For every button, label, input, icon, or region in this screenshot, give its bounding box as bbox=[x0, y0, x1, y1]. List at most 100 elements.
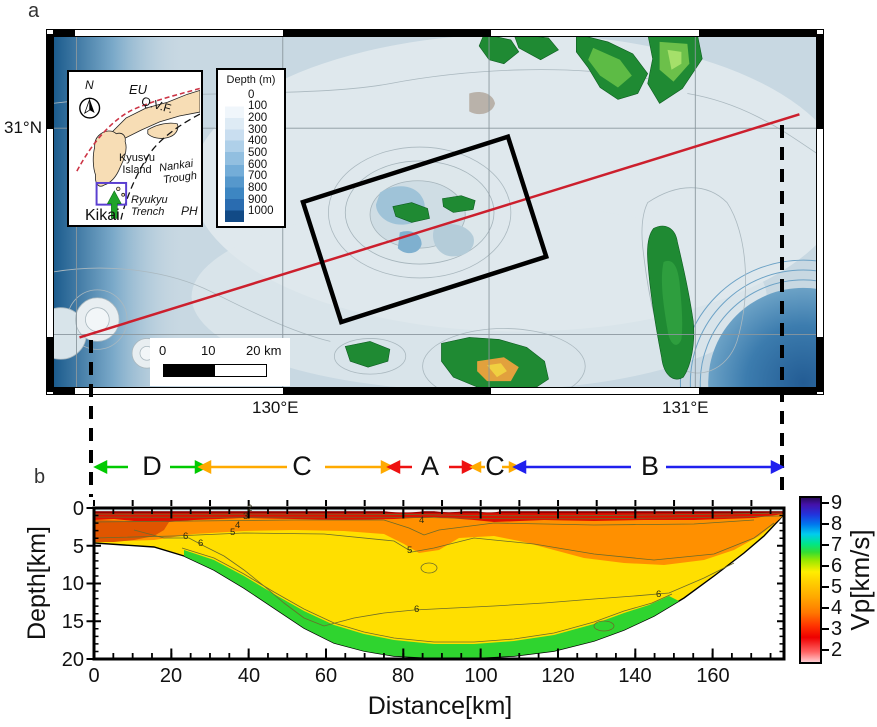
legend-value: 300 bbox=[248, 124, 268, 136]
inset-eu-plate-label: EU bbox=[129, 82, 148, 97]
depth-tick-10: 10 bbox=[61, 573, 84, 595]
volcanic-front-line bbox=[76, 87, 201, 172]
velocity-section-plot bbox=[86, 500, 786, 661]
inset-graphics bbox=[76, 87, 201, 223]
seamounts bbox=[51, 297, 163, 369]
distance-tick-100: 100 bbox=[464, 665, 498, 687]
distance-tick-60: 60 bbox=[314, 665, 338, 687]
scale-0: 0 bbox=[159, 343, 167, 358]
legend-value: 1000 bbox=[248, 205, 274, 217]
legend-value: 700 bbox=[248, 170, 268, 182]
vp-tick-3: 3 bbox=[831, 618, 843, 640]
colorbar-tick bbox=[822, 544, 829, 546]
depth-legend-title: Depth (m) bbox=[226, 74, 276, 86]
map-border-right bbox=[816, 29, 824, 395]
map-border-bottom bbox=[46, 387, 824, 395]
contour-label: 6 bbox=[198, 538, 204, 549]
contour-label: 3 bbox=[243, 511, 249, 522]
segment-a-arrows bbox=[386, 459, 476, 475]
contour-label: 4 bbox=[235, 520, 241, 531]
map-border-top bbox=[46, 29, 824, 37]
depth-tick-20: 20 bbox=[61, 649, 84, 671]
legend-value: 600 bbox=[248, 159, 268, 171]
colorbar-tick bbox=[822, 502, 829, 504]
kikai-arrow-icon bbox=[106, 190, 122, 219]
scale-bar: 0 10 20 km bbox=[150, 338, 290, 386]
legend-value: 100 bbox=[248, 100, 268, 112]
segment-label-a: A bbox=[420, 451, 439, 481]
inset-ryukyu-label-2: Trench bbox=[131, 206, 165, 218]
vp-tick-4: 4 bbox=[831, 597, 843, 619]
inset-ryukyu-label-1: Ryukyu bbox=[131, 194, 168, 206]
shoal-patch bbox=[469, 91, 495, 115]
trench-line bbox=[119, 113, 201, 223]
lon-tick-130e: 130°E bbox=[252, 398, 299, 417]
inset-kyusyu-label-2: Island bbox=[122, 164, 152, 176]
contour-label: 5 bbox=[230, 527, 236, 538]
legend-value: 200 bbox=[248, 112, 268, 124]
island-highlands bbox=[477, 41, 690, 382]
distance-tick-40: 40 bbox=[237, 665, 261, 687]
colorbar-tick bbox=[822, 607, 829, 609]
bathymetric-contours bbox=[52, 69, 817, 390]
inset-ph-plate-label: PH bbox=[181, 204, 198, 218]
profile-end-dash-line bbox=[780, 125, 784, 497]
colorbar-tick bbox=[822, 586, 829, 588]
legend-value: 800 bbox=[248, 182, 268, 194]
seafloor-layer bbox=[94, 511, 784, 514]
legend-value: 400 bbox=[248, 135, 268, 147]
vp-axis-title: Vp[km/s] bbox=[845, 529, 875, 631]
vp-tick-2: 2 bbox=[831, 639, 843, 661]
colorbar-tick bbox=[822, 649, 829, 651]
study-area-rectangle bbox=[300, 133, 550, 325]
contour-label: 5 bbox=[407, 545, 413, 556]
distance-tick-140: 140 bbox=[618, 665, 652, 687]
vp-tick-8: 8 bbox=[831, 513, 843, 535]
vp-tick-5: 5 bbox=[831, 576, 843, 598]
inset-location-map: N EU Q.V.F. Kyusyu Island Nankai Trough … bbox=[67, 70, 203, 227]
segment-c2-arrows bbox=[469, 460, 521, 474]
colorbar-tick bbox=[822, 628, 829, 630]
compass-icon bbox=[79, 97, 101, 119]
vp-tick-6: 6 bbox=[831, 555, 843, 577]
distance-tick-80: 80 bbox=[391, 665, 415, 687]
depth-axis-title: Depth[km] bbox=[23, 526, 51, 640]
segment-label-d: D bbox=[142, 451, 162, 481]
depth-tick-0: 0 bbox=[72, 498, 84, 520]
deep-trench-corner bbox=[708, 287, 819, 390]
panel-b-label: b bbox=[34, 466, 46, 488]
depth-tick-15: 15 bbox=[61, 611, 84, 633]
survey-line bbox=[79, 113, 800, 339]
legend-value: 500 bbox=[248, 147, 268, 159]
segment-arrows bbox=[93, 459, 785, 475]
scale-bar-white-segment bbox=[214, 364, 267, 377]
depth-legend-gradient bbox=[225, 95, 244, 222]
contour-label: 6 bbox=[414, 604, 420, 615]
contour-label: 6 bbox=[656, 589, 662, 600]
panel-a-label: a bbox=[28, 0, 40, 22]
scale-bar-black-segment bbox=[163, 364, 216, 377]
segment-b-arrows bbox=[512, 459, 785, 475]
contour-label: 4 bbox=[419, 515, 425, 526]
high-velocity-lower-crust bbox=[184, 550, 679, 658]
velocity-contours bbox=[93, 512, 783, 643]
scale-10: 10 bbox=[201, 343, 216, 358]
legend-value: 0 bbox=[248, 89, 255, 101]
map-border-left bbox=[46, 29, 54, 395]
trench-contours bbox=[679, 259, 819, 390]
vp-tick-7: 7 bbox=[831, 534, 843, 556]
mid-velocity-layer bbox=[94, 515, 784, 565]
contour-label: 2 bbox=[247, 503, 253, 514]
distance-tick-120: 120 bbox=[541, 665, 575, 687]
lat-tick-label: 31°N bbox=[4, 118, 42, 137]
vp-colorbar bbox=[799, 496, 822, 664]
axis-ticks bbox=[86, 500, 785, 660]
depth-tick-5: 5 bbox=[72, 536, 84, 558]
lon-tick-131e: 131°E bbox=[662, 398, 709, 417]
distance-tick-0: 0 bbox=[88, 665, 100, 687]
scale-20km: 20 km bbox=[246, 343, 282, 358]
inset-kikai-label: Kikai bbox=[85, 207, 120, 224]
distance-tick-20: 20 bbox=[159, 665, 183, 687]
contour-label: 6 bbox=[183, 531, 189, 542]
